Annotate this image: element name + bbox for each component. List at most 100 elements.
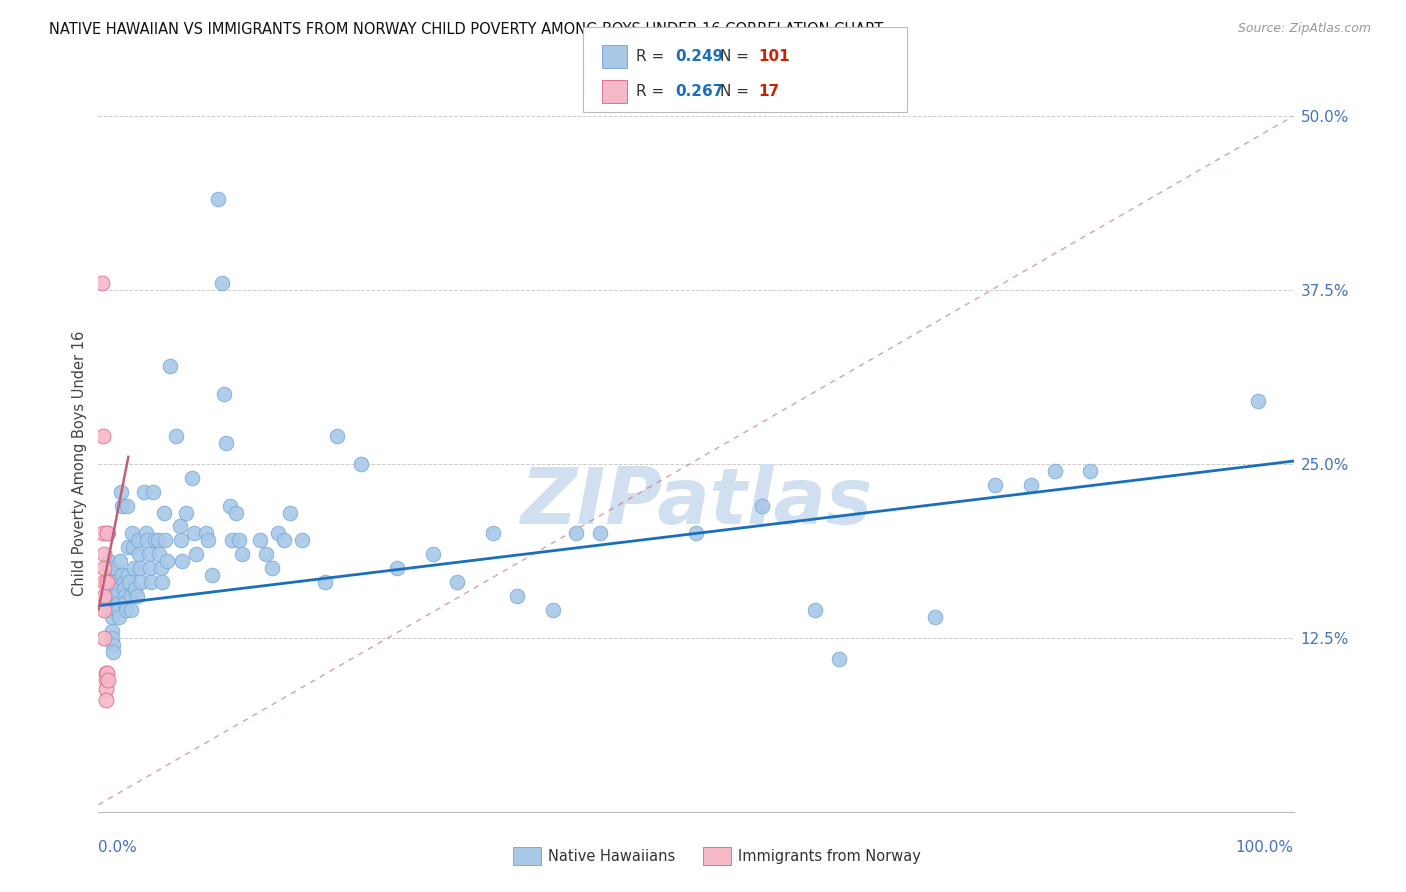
- Point: [103, 561, 125, 575]
- Point: [197, 533, 219, 548]
- Point: [589, 526, 612, 541]
- Point: [278, 506, 301, 520]
- Point: [93, 631, 115, 645]
- Point: [115, 499, 138, 513]
- Text: ZIPatlas: ZIPatlas: [520, 464, 872, 540]
- Point: [112, 575, 135, 590]
- Point: [122, 541, 145, 555]
- Text: Native Hawaiians: Native Hawaiians: [548, 849, 676, 863]
- Point: [127, 533, 149, 548]
- Point: [101, 645, 124, 659]
- Point: [107, 596, 129, 610]
- Point: [93, 575, 115, 590]
- Text: 101: 101: [758, 49, 789, 64]
- Text: 0.249: 0.249: [675, 49, 723, 64]
- Point: [104, 575, 127, 590]
- Point: [150, 575, 173, 590]
- Point: [94, 665, 117, 680]
- Point: [131, 575, 153, 590]
- Point: [211, 276, 233, 290]
- Point: [231, 547, 253, 561]
- Point: [98, 554, 121, 568]
- Point: [129, 561, 152, 575]
- Point: [128, 547, 150, 561]
- Point: [174, 506, 197, 520]
- Point: [117, 541, 139, 555]
- Point: [111, 499, 134, 513]
- Point: [172, 554, 194, 568]
- Point: [219, 499, 242, 513]
- Point: [207, 193, 229, 207]
- Point: [155, 533, 177, 548]
- Point: [114, 596, 136, 610]
- Point: [169, 519, 191, 533]
- Point: [506, 589, 529, 603]
- Point: [120, 589, 142, 603]
- Point: [118, 575, 141, 590]
- Point: [221, 533, 243, 548]
- Point: [100, 610, 122, 624]
- Point: [481, 526, 505, 541]
- Point: [135, 526, 157, 541]
- Point: [121, 526, 143, 541]
- Point: [98, 596, 122, 610]
- Point: [170, 533, 193, 548]
- Point: [194, 526, 218, 541]
- Point: [291, 533, 314, 548]
- Point: [93, 561, 115, 575]
- Point: [159, 359, 181, 374]
- Point: [541, 603, 564, 617]
- Point: [924, 610, 946, 624]
- Point: [105, 582, 128, 596]
- Point: [984, 477, 1007, 491]
- Point: [273, 533, 295, 548]
- Point: [153, 506, 176, 520]
- Point: [326, 429, 349, 443]
- Point: [565, 526, 588, 541]
- Point: [1019, 477, 1042, 491]
- Point: [97, 526, 120, 541]
- Point: [93, 547, 115, 561]
- Point: [98, 575, 122, 590]
- Point: [132, 484, 155, 499]
- Point: [201, 568, 224, 582]
- Point: [685, 526, 707, 541]
- Point: [148, 547, 170, 561]
- Text: N =: N =: [720, 84, 754, 99]
- Text: 17: 17: [758, 84, 779, 99]
- Point: [139, 561, 162, 575]
- Point: [254, 547, 277, 561]
- Point: [91, 526, 114, 541]
- Point: [101, 638, 124, 652]
- Point: [804, 603, 827, 617]
- Point: [212, 387, 235, 401]
- Text: 0.267: 0.267: [675, 84, 723, 99]
- Text: 0.0%: 0.0%: [98, 839, 138, 855]
- Point: [115, 603, 138, 617]
- Point: [136, 533, 159, 548]
- Point: [149, 561, 172, 575]
- Point: [422, 547, 444, 561]
- Point: [385, 561, 409, 575]
- Point: [350, 457, 373, 471]
- Point: [117, 568, 139, 582]
- Point: [828, 651, 851, 665]
- Point: [91, 276, 114, 290]
- Y-axis label: Child Poverty Among Boys Under 16: Child Poverty Among Boys Under 16: [72, 331, 87, 597]
- Point: [98, 589, 122, 603]
- Point: [93, 603, 115, 617]
- Point: [249, 533, 271, 548]
- Point: [100, 631, 122, 645]
- Point: [112, 582, 135, 596]
- Text: Immigrants from Norway: Immigrants from Norway: [738, 849, 921, 863]
- Text: N =: N =: [720, 49, 754, 64]
- Point: [98, 603, 122, 617]
- Point: [148, 533, 170, 548]
- Point: [93, 589, 115, 603]
- Point: [91, 429, 114, 443]
- Point: [1080, 464, 1102, 478]
- Point: [446, 575, 468, 590]
- Point: [142, 484, 165, 499]
- Point: [315, 575, 337, 590]
- Point: [180, 471, 202, 485]
